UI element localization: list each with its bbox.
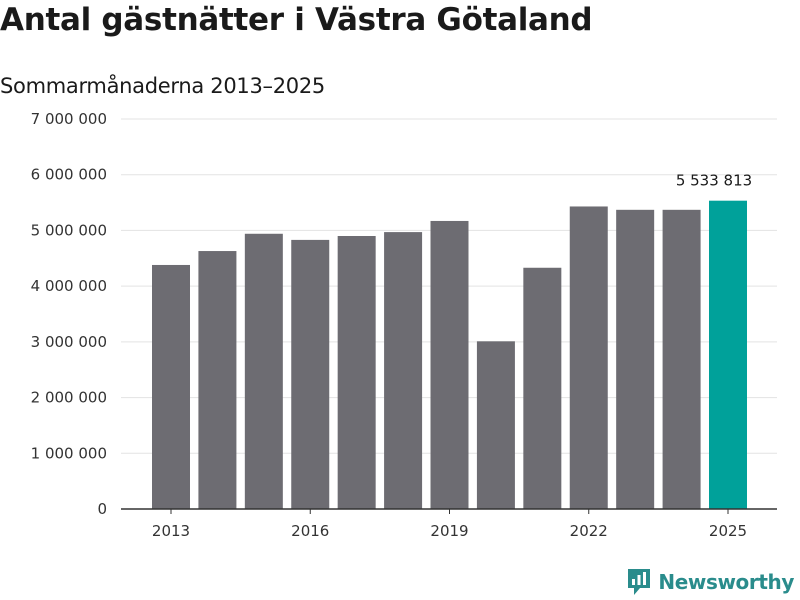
bar-2020 — [476, 341, 515, 509]
y-tick-label: 2 000 000 — [31, 389, 107, 407]
y-tick-label: 3 000 000 — [31, 333, 107, 351]
bar-2025 — [709, 200, 747, 509]
x-tick-label: 2022 — [570, 522, 608, 540]
x-axis-tick-labels: 2013 2016 2019 2022 2025 — [152, 509, 747, 540]
bar-2023 — [616, 209, 655, 510]
value-labels: 5 533 813 — [676, 172, 752, 190]
bar-2014 — [198, 251, 237, 510]
y-tick-label: 7 000 000 — [31, 110, 107, 128]
y-tick-label: 0 — [97, 500, 107, 518]
x-tick-label: 2019 — [430, 522, 468, 540]
y-tick-label: 1 000 000 — [31, 444, 107, 462]
bar-2021 — [523, 267, 562, 509]
y-tick-label: 5 000 000 — [31, 221, 107, 239]
bar-2016 — [291, 239, 330, 509]
chart-title: Antal gästnätter i Västra Götaland — [0, 2, 593, 38]
brand-name: Newsworthy — [658, 570, 794, 594]
brand-logo: Newsworthy — [626, 567, 794, 597]
bar-2024 — [662, 209, 701, 510]
bar-2017 — [337, 236, 376, 509]
bars — [152, 200, 747, 510]
bar-2022 — [569, 206, 608, 509]
x-tick-label: 2016 — [291, 522, 329, 540]
y-tick-label: 6 000 000 — [31, 166, 107, 184]
newsworthy-logo-icon — [628, 569, 651, 595]
x-tick-label: 2025 — [709, 522, 747, 540]
x-tick-label: 2013 — [152, 522, 190, 540]
y-axis-tick-labels: 0 1 000 000 2 000 000 3 000 000 4 000 000 5 0… — [31, 110, 107, 518]
chart-subtitle: Sommarmånaderna 2013–2025 — [0, 74, 325, 98]
bar-2019 — [430, 220, 469, 509]
bar-2015 — [244, 233, 283, 509]
bar-2018 — [384, 232, 423, 509]
value-label-2025: 5 533 813 — [676, 172, 752, 190]
y-tick-label: 4 000 000 — [31, 277, 107, 295]
bar-2013 — [152, 264, 190, 509]
